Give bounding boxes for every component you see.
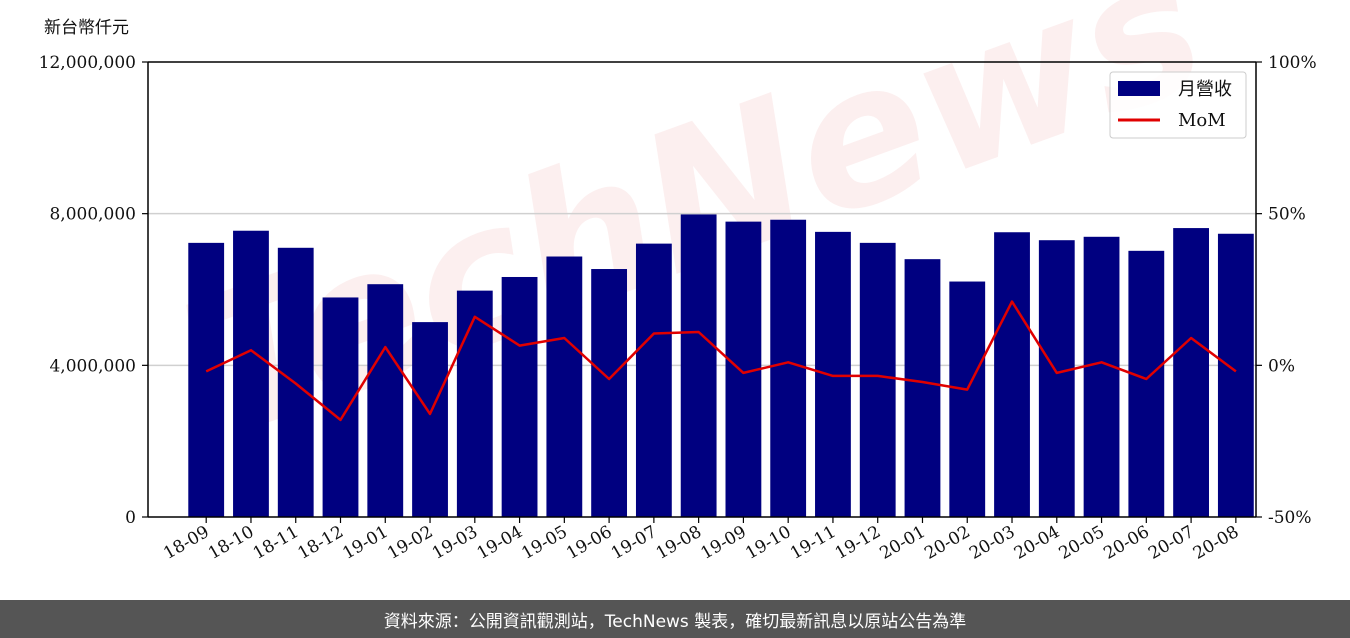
x-tick-label: 20-05	[1056, 522, 1108, 564]
axes	[147, 61, 1257, 518]
x-tick-label: 20-07	[1145, 522, 1197, 564]
bar-20-05	[1083, 236, 1120, 517]
bar-19-11	[815, 231, 851, 517]
left-tick-label: 4,000,000	[49, 356, 136, 376]
mom-line-series	[205, 300, 1237, 422]
bar-19-07	[635, 243, 672, 517]
legend: 月營收 MoM	[1109, 71, 1247, 139]
right-axis-ticks: -50% 0% 50% 100%	[1256, 53, 1317, 528]
y-unit-label: 新台幣仟元	[44, 18, 129, 38]
x-axis-ticks: 18-0918-1018-1118-1219-0119-0219-0319-04…	[160, 517, 1242, 564]
x-tick-label: 20-06	[1100, 522, 1152, 564]
left-tick-label: 8,000,000	[49, 205, 136, 225]
x-tick-label: 19-08	[653, 522, 705, 564]
x-tick-label: 20-03	[966, 522, 1018, 564]
x-tick-label: 19-03	[429, 522, 481, 564]
bar-20-08	[1217, 233, 1254, 517]
bar-20-06	[1128, 250, 1165, 517]
left-axis-ticks: 0 4,000,000 8,000,000 12,000,000	[39, 53, 148, 528]
legend-label-revenue: 月營收	[1178, 79, 1232, 100]
bar-18-09	[188, 242, 225, 518]
bar-19-06	[591, 269, 628, 517]
bar-20-07	[1173, 228, 1209, 517]
bar-20-04	[1038, 240, 1075, 518]
bar-20-01	[904, 259, 941, 517]
x-tick-label: 19-12	[832, 522, 884, 564]
mom-line	[205, 300, 1237, 422]
x-tick-label: 20-02	[921, 522, 973, 564]
x-tick-label: 18-10	[205, 522, 257, 564]
source-footer: 資料來源：公開資訊觀測站，TechNews 製表，確切最新訊息以原站公告為準	[0, 600, 1350, 638]
bar-19-12	[859, 242, 896, 518]
x-tick-label: 19-01	[339, 522, 391, 564]
bar-19-05	[546, 256, 583, 517]
right-tick-label: 50%	[1268, 205, 1306, 225]
bar-19-02	[412, 322, 448, 517]
x-tick-label: 19-10	[742, 522, 794, 564]
legend-swatch-revenue	[1118, 81, 1160, 96]
x-tick-label: 20-04	[1011, 522, 1063, 564]
x-tick-label: 18-09	[160, 522, 212, 564]
bar-19-03	[456, 290, 493, 517]
right-tick-label: 0%	[1268, 356, 1295, 376]
legend-label-mom: MoM	[1178, 110, 1226, 131]
right-tick-label: 100%	[1268, 53, 1317, 73]
bar-19-01	[367, 284, 404, 517]
bar-20-02	[949, 281, 986, 517]
bar-18-12	[322, 297, 359, 517]
x-tick-label: 19-11	[787, 522, 839, 564]
x-tick-label: 20-01	[877, 522, 929, 564]
bar-19-04	[501, 276, 538, 517]
left-tick-label: 0	[125, 508, 136, 528]
x-tick-label: 19-04	[474, 522, 526, 564]
x-tick-label: 20-08	[1190, 522, 1242, 564]
x-tick-label: 19-05	[518, 522, 570, 564]
x-tick-label: 18-11	[250, 522, 302, 564]
source-footer-text: 資料來源：公開資訊觀測站，TechNews 製表，確切最新訊息以原站公告為準	[383, 611, 967, 632]
x-tick-label: 19-02	[384, 522, 436, 564]
x-tick-label: 19-06	[563, 522, 615, 564]
bar-19-10	[770, 219, 807, 517]
bar-18-10	[233, 230, 269, 517]
x-tick-label: 18-12	[295, 522, 347, 564]
right-tick-label: -50%	[1268, 508, 1312, 528]
bar-19-08	[680, 214, 717, 518]
left-tick-label: 12,000,000	[39, 53, 136, 73]
bar-20-03	[994, 232, 1030, 517]
x-tick-label: 19-07	[608, 522, 660, 564]
x-tick-label: 19-09	[697, 522, 749, 564]
